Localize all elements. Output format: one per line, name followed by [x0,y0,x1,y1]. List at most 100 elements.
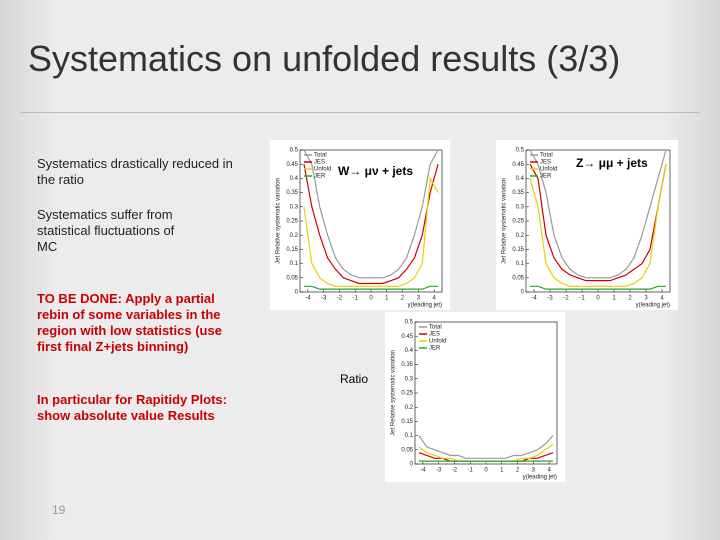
x-tick-label: -2 [337,296,343,302]
series-line [303,176,439,287]
chart-annotation: W→ μν + jets [338,164,414,178]
legend-label: Total [314,153,327,159]
x-tick-label: -4 [531,296,537,302]
legend-label: Total [429,325,442,331]
legend-label: JER [429,346,441,352]
series-line [529,163,667,282]
y-tick-label: 0.3 [290,204,299,210]
y-tick-label: 0.3 [405,376,414,382]
x-tick-label: -3 [321,296,327,302]
x-tick-label: 0 [369,296,373,302]
y-tick-label: 0.4 [290,176,299,182]
chart-annotation: Z→ μμ + jets [576,156,648,170]
y-tick-label: 0.45 [401,334,413,340]
y-tick-label: 0.25 [512,219,524,225]
y-tick-label: 0.05 [286,275,298,281]
x-tick-label: -1 [579,296,585,302]
y-tick-label: 0.4 [405,348,414,354]
series-line [418,435,554,459]
chart: 0 0.05 0.1 0.15 0.2 0.25 0.3 0.35 0.4 0.45 0.5 -4 -3… [385,312,565,482]
y-tick-label: 0 [410,462,414,468]
x-tick-label: -3 [436,468,442,474]
y-tick-label: 0.2 [516,233,525,239]
series-line [530,285,666,290]
x-tick-label: 4 [660,296,664,302]
y-tick-label: 0.1 [516,261,525,267]
slide-title: Systematics on unfolded results (3/3) [28,38,621,79]
x-tick-label: 1 [385,296,389,302]
y-tick-label: 0.4 [516,176,525,182]
x-tick-label: 0 [596,296,600,302]
y-tick-label: 0 [521,290,525,296]
y-tick-label: 0.15 [512,247,524,253]
y-tick-label: 0.15 [286,247,298,253]
legend-label: JES [314,160,325,166]
y-tick-label: 0 [295,290,299,296]
y-tick-label: 0.25 [286,219,298,225]
todo: TO BE DONE: Apply a partial rebin of som… [37,291,222,354]
legend-label: JER [540,174,552,180]
series-line [529,149,667,279]
legend-label: Total [540,153,553,159]
x-tick-label: -3 [547,296,553,302]
x-tick-label: 1 [500,468,504,474]
y-axis-label: Jet Relative systematic variation [391,350,397,436]
y-tick-label: 0.3 [516,204,525,210]
x-axis-label: y(leading jet) [408,303,442,309]
todo: In particular for Rapitidy Plots: show a… [37,392,227,423]
y-tick-label: 0.2 [290,233,299,239]
legend-label: Unfold [429,339,446,345]
y-tick-label: 0.25 [401,391,413,397]
y-tick-label: 0.35 [401,362,413,368]
legend-label: Unfold [540,167,557,173]
x-tick-label: -2 [563,296,569,302]
x-tick-label: 3 [644,296,648,302]
y-tick-label: 0.1 [290,261,299,267]
series-line [303,164,439,285]
title-rule [20,112,700,113]
y-tick-label: 0.45 [286,162,298,168]
chart-annotation: Ratio [340,372,369,386]
bullet: Systematics suffer from statistical fluc… [37,207,175,254]
x-tick-label: 3 [532,468,536,474]
y-tick-label: 0.1 [405,433,414,439]
series-line [303,285,439,290]
y-tick-label: 0.15 [401,419,413,425]
x-tick-label: -4 [420,468,426,474]
legend-label: Unfold [314,167,331,173]
y-tick-label: 0.45 [512,162,524,168]
x-tick-label: -4 [305,296,311,302]
x-axis-label: y(leading jet) [636,303,670,309]
y-tick-label: 0.35 [286,190,298,196]
y-axis-label: Jet Relative systematic variation [502,178,508,264]
series-line [529,164,667,287]
y-tick-label: 0.05 [401,447,413,453]
x-tick-label: -2 [452,468,458,474]
x-tick-label: 4 [547,468,551,474]
x-tick-label: 1 [612,296,616,302]
y-tick-label: 0.05 [512,275,524,281]
y-tick-label: 0.5 [516,148,525,154]
legend-label: JES [540,160,551,166]
chart: 0 0.05 0.1 0.15 0.2 0.25 0.3 0.35 0.4 0.45 0.5 -4 -3… [496,140,678,310]
x-tick-label: 4 [432,296,436,302]
bullet: Systematics drastically reduced in the r… [37,156,233,187]
y-tick-label: 0.35 [512,190,524,196]
y-tick-label: 0.2 [405,405,414,411]
y-tick-label: 0.5 [405,320,414,326]
series-line [303,149,439,279]
x-tick-label: 3 [417,296,421,302]
y-tick-label: 0.5 [290,148,299,154]
page-number: 19 [52,503,66,517]
y-axis-label: Jet Relative systematic variation [276,178,282,264]
x-tick-label: -1 [353,296,359,302]
legend-label: JER [314,174,326,180]
x-tick-label: 2 [628,296,632,302]
x-axis-label: y(leading jet) [523,475,557,481]
x-tick-label: 2 [516,468,520,474]
legend-label: JES [429,332,440,338]
x-tick-label: 0 [484,468,488,474]
x-tick-label: 2 [401,296,405,302]
x-tick-label: -1 [468,468,474,474]
